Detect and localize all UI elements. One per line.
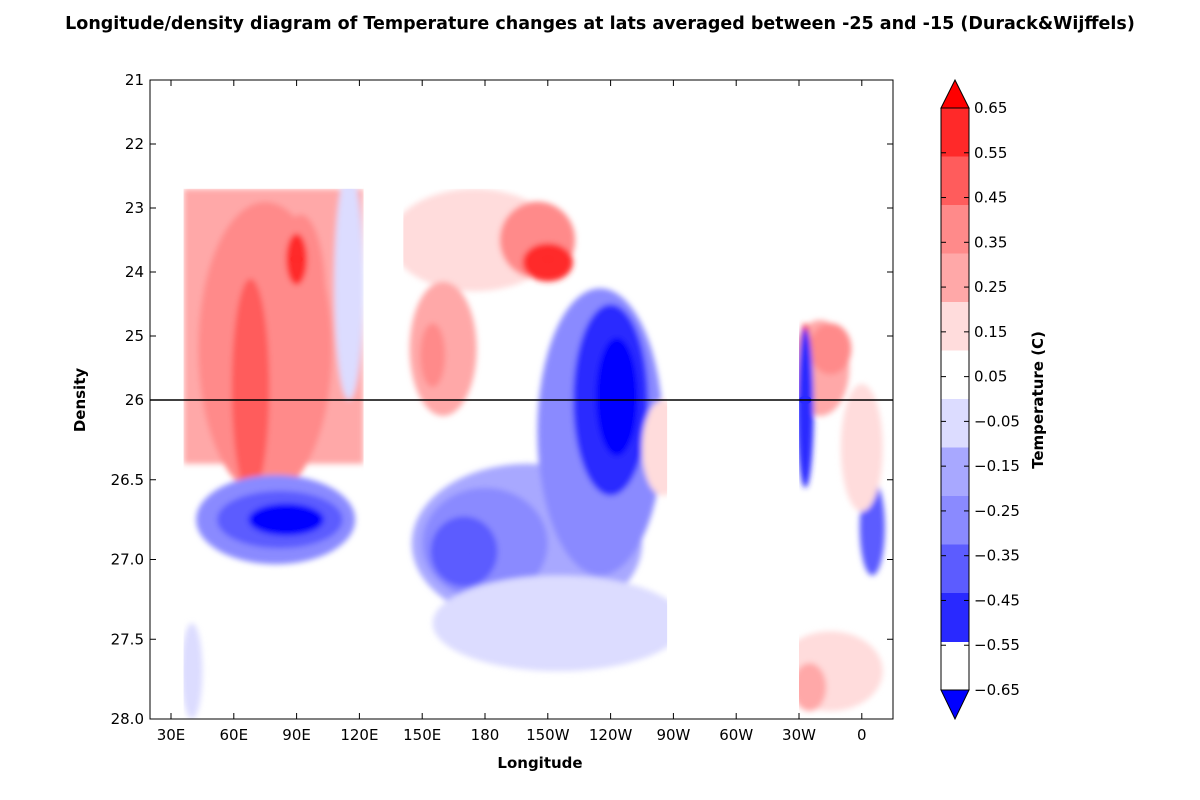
x-tick-label: 30W — [782, 726, 816, 744]
feature-mark-9 — [803, 683, 816, 692]
feature-mark-4 — [458, 547, 471, 556]
colorbar-tick-label: 0.05 — [974, 368, 1007, 386]
y-axis: 21 22 23 24 25 26 26.5 27.0 27.5 28.0 — [111, 71, 893, 728]
x-axis: 30E 60E 90E 120E 150E 180 150W 120W 90W 60W 30W 0 — [157, 80, 867, 744]
colorbar-segment — [941, 302, 969, 351]
colorbar-segment — [941, 253, 969, 303]
x-tick-label: 180 — [471, 726, 500, 744]
colorbar-over — [940, 78, 970, 109]
x-axis-label: Longitude — [497, 754, 582, 772]
feature-mark-8 — [866, 523, 879, 532]
y-tick-label: 22 — [125, 135, 144, 153]
y-tick-label: 25 — [125, 327, 144, 345]
colorbar-tick-label: 0.35 — [974, 233, 1007, 251]
colorbar-segment — [941, 156, 969, 206]
chart-title: Longitude/density diagram of Temperature… — [65, 14, 1135, 34]
colorbar-tick-label: −0.25 — [974, 502, 1020, 520]
x-tick-label: 30E — [157, 726, 186, 744]
colorbar-tick-label: 0.65 — [974, 99, 1007, 117]
x-tick-label: 90E — [282, 726, 311, 744]
colorbar-segment — [941, 399, 969, 448]
colorbar-tick-label: −0.45 — [974, 591, 1020, 609]
y-tick-label: 24 — [125, 263, 144, 281]
feature-mark-2 — [280, 515, 293, 524]
colorbar-tick-label: −0.65 — [974, 681, 1020, 699]
y-axis-label: Density — [71, 368, 89, 433]
colorbar-tick-label: 0.45 — [974, 189, 1007, 207]
y-tick-label: 28.0 — [111, 710, 144, 728]
colorbar: 0.65 0.55 0.45 0.35 0.25 0.15 0.05 −0.05 −0.15 −0… — [940, 78, 1020, 721]
feature-mark-6 — [541, 255, 554, 264]
colorbar-segment — [941, 496, 969, 545]
feature-mark-3 — [426, 344, 439, 353]
y-tick-label: 27.5 — [111, 630, 144, 648]
colorbar-segment — [941, 108, 969, 157]
x-tick-label: 0 — [857, 726, 867, 744]
colorbar-segment — [941, 544, 969, 594]
colorbar-tick-label: 0.55 — [974, 144, 1007, 162]
y-tick-label: 27.0 — [111, 551, 144, 569]
x-tick-label: 150W — [526, 726, 570, 744]
x-tick-label: 90W — [656, 726, 690, 744]
temperature-field — [150, 80, 893, 719]
x-tick-label: 120E — [340, 726, 378, 744]
feature-mark-0 — [290, 255, 303, 264]
colorbar-segment — [941, 593, 969, 642]
colorbar-tick-label: 0.15 — [974, 323, 1007, 341]
colorbar-tick-label: −0.35 — [974, 547, 1020, 565]
y-tick-label: 23 — [125, 199, 144, 217]
colorbar-under — [940, 689, 970, 721]
colorbar-segment — [941, 447, 969, 497]
x-tick-label: 150E — [403, 726, 441, 744]
x-tick-label: 120W — [589, 726, 633, 744]
colorbar-segment — [941, 350, 969, 400]
feature-mark-1 — [238, 383, 251, 392]
colorbar-tick-label: −0.05 — [974, 412, 1020, 430]
x-tick-label: 60W — [719, 726, 753, 744]
y-tick-label: 26.5 — [111, 471, 144, 489]
y-tick-label: 21 — [125, 71, 144, 89]
colorbar-tick-label: −0.55 — [974, 636, 1020, 654]
x-tick-label: 60E — [220, 726, 249, 744]
y-tick-label: 26 — [125, 391, 144, 409]
colorbar-segment — [941, 205, 969, 254]
colorbar-tick-label: 0.25 — [974, 278, 1007, 296]
colorbar-tick-label: −0.15 — [974, 457, 1020, 475]
colorbar-label: Temperature (C) — [1029, 331, 1047, 469]
